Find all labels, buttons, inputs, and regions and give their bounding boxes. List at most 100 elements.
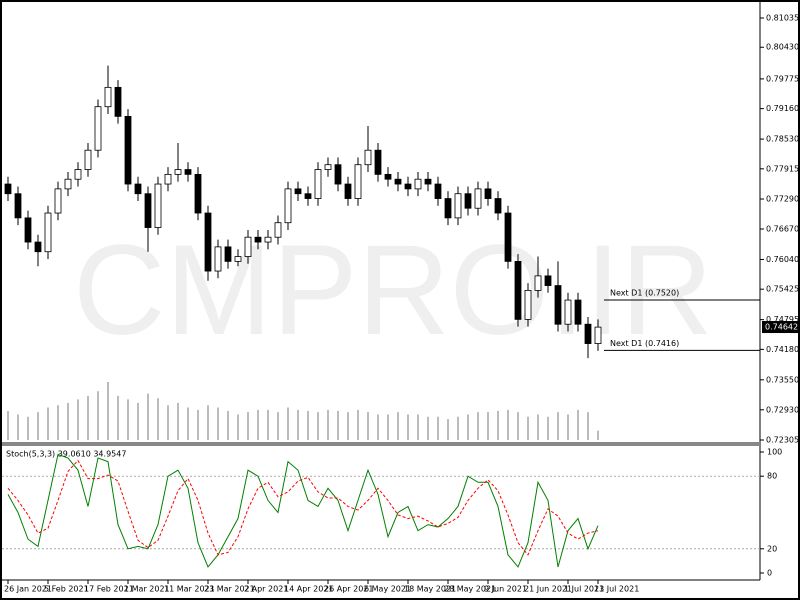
candle-body (514, 260, 522, 320)
stoch-title: Stoch(5,3,3) 39.0610 34.9547 (6, 450, 126, 459)
y-tick-label: 0.73550 (766, 375, 799, 384)
pane-separator (2, 442, 760, 446)
candle-body (264, 236, 272, 243)
x-tick-label: 11 Mar 2021 (164, 585, 215, 594)
candle-body (14, 193, 22, 219)
candle-body (484, 188, 492, 199)
candle-body (494, 198, 502, 214)
candle-body (424, 178, 432, 185)
candle-body (64, 178, 72, 190)
candle-body (94, 106, 102, 151)
candle-body (214, 246, 222, 272)
candle-body (244, 236, 252, 257)
next-d1-label: Next D1 (0.7416) (610, 339, 679, 348)
candle-body (34, 241, 42, 253)
candle-body (544, 275, 552, 286)
watermark: CMPRO.IR (73, 219, 713, 362)
candle-body (564, 299, 572, 325)
candle-body (104, 86, 112, 108)
candle-body (24, 217, 32, 243)
candle-body (254, 236, 262, 243)
x-tick-label: 13 Jul 2021 (594, 585, 639, 594)
y-tick-label: 0.72305 (766, 436, 799, 445)
candle-body (194, 173, 202, 214)
candle-body (294, 188, 302, 195)
x-tick-label: 14 Apr 2021 (284, 585, 333, 594)
candle-body (144, 193, 152, 228)
x-tick-label: 9 Jun 2021 (484, 585, 527, 594)
candle-body (274, 222, 282, 238)
x-tick-label: 26 Jan 2021 (4, 585, 52, 594)
y-tick-label: 80 (767, 472, 777, 481)
candle-body (444, 198, 452, 219)
candle-body (454, 193, 462, 219)
candle-body (304, 193, 312, 199)
y-tick-label: 0.74180 (766, 345, 799, 354)
candle-body (184, 169, 192, 175)
candle-body (334, 164, 342, 185)
candle-body (364, 149, 372, 166)
y-tick-label: 100 (767, 448, 782, 457)
y-tick-label: 0 (767, 569, 772, 578)
x-tick-label: 18 May 2021 (404, 585, 456, 594)
candle-body (4, 183, 12, 195)
candle-body (594, 326, 602, 344)
x-tick-label: 5 Feb 2021 (44, 585, 89, 594)
y-tick-label: 0.80430 (766, 43, 799, 52)
candle-body (154, 183, 162, 228)
x-tick-label: 28 May 2021 (444, 585, 496, 594)
stoch-line (7, 453, 599, 568)
candle-body (574, 299, 582, 325)
x-tick-label: 2 Apr 2021 (244, 585, 288, 594)
y-tick-label: 0.77915 (766, 164, 799, 173)
y-tick-label: 0.74795 (766, 315, 799, 324)
candle-body (114, 86, 122, 117)
candle-body (314, 169, 322, 199)
candle-body (504, 212, 512, 262)
x-tick-label: 6 May 2021 (364, 585, 411, 594)
candle-body (474, 188, 482, 209)
candle-body (134, 183, 142, 195)
y-tick-label: 0.81035 (766, 14, 799, 23)
y-tick-label: 0.75425 (766, 285, 799, 294)
current-price-box (762, 321, 798, 334)
candle-body (404, 183, 412, 190)
candle-body (584, 323, 592, 344)
candle-body (54, 188, 62, 214)
candle-body (344, 183, 352, 199)
candle-body (74, 169, 82, 180)
candle-body (374, 149, 382, 175)
candle-body (534, 275, 542, 291)
y-tick-label: 20 (767, 544, 777, 553)
y-tick-label: 0.79775 (766, 74, 799, 83)
candle-body (284, 188, 292, 224)
x-tick-label: 23 Mar 2021 (204, 585, 255, 594)
candle-body (124, 115, 132, 185)
candle-body (394, 178, 402, 185)
y-tick-label: 0.76040 (766, 255, 799, 264)
x-tick-label: 26 Apr 2021 (324, 585, 373, 594)
x-tick-label: 1 Jul 2021 (564, 585, 604, 594)
y-tick-label: 0.77290 (766, 195, 799, 204)
candle-body (44, 212, 52, 253)
candle-body (174, 169, 182, 175)
y-tick-label: 0.76670 (766, 225, 799, 234)
y-tick-label: 0.78530 (766, 135, 799, 144)
y-tick-label: 0.72930 (766, 405, 799, 414)
candle-body (234, 256, 242, 262)
candle-body (554, 285, 562, 325)
candle-body (384, 173, 392, 180)
x-tick-label: 1 Mar 2021 (124, 585, 170, 594)
candle-body (434, 183, 442, 199)
y-tick-label: 0.79160 (766, 104, 799, 113)
candle-body (464, 193, 472, 209)
candle-body (354, 164, 362, 199)
candle-body (224, 246, 232, 262)
candle-body (414, 178, 422, 190)
candle-body (204, 212, 212, 272)
current-price-label: 0.74642 (765, 323, 798, 332)
candle-body (164, 173, 172, 185)
candle-body (84, 149, 92, 170)
x-tick-label: 17 Feb 2021 (84, 585, 134, 594)
